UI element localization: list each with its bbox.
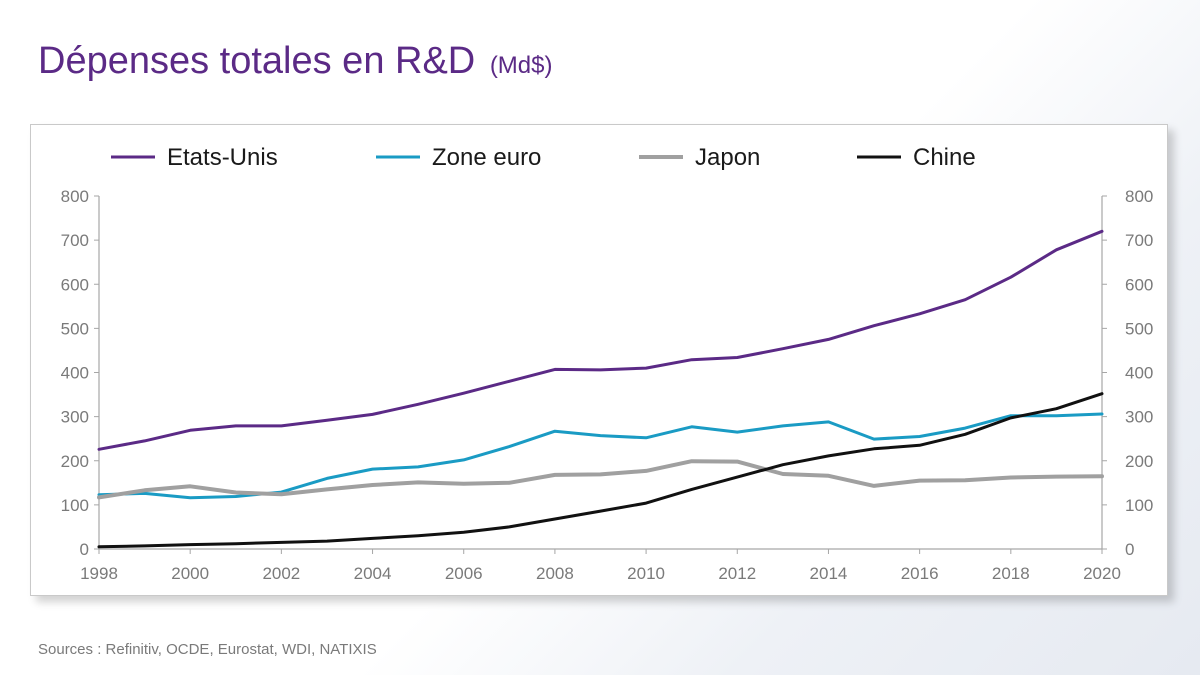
x-tick-label: 2000 <box>171 564 209 583</box>
x-tick-label: 2002 <box>262 564 300 583</box>
series-line-chine <box>97 392 1104 549</box>
legend-label-etats-unis: Etats-Unis <box>167 144 278 171</box>
y-tick-label-left: 0 <box>80 540 89 559</box>
x-tick-label: 1998 <box>80 564 118 583</box>
x-tick-label: 2008 <box>536 564 574 583</box>
title-unit: (Md$) <box>489 52 553 79</box>
y-tick-label-left: 500 <box>61 319 89 338</box>
y-tick-label-left: 800 <box>61 187 89 206</box>
y-tick-label-right: 700 <box>1125 231 1153 250</box>
y-tick-label-left: 200 <box>61 452 89 471</box>
x-tick-label: 2004 <box>354 564 392 583</box>
x-tick-label: 2016 <box>901 564 939 583</box>
x-tick-label: 2012 <box>718 564 756 583</box>
x-tick-label: 2018 <box>992 564 1030 583</box>
y-tick-label-right: 300 <box>1125 408 1153 427</box>
y-tick-label-right: 200 <box>1125 452 1153 471</box>
rd-spending-line-chart: 0 0 100 100 200 200 300 300 400 400 500 500 600 600 70… <box>61 144 1154 583</box>
x-tick-label: 2006 <box>445 564 483 583</box>
y-tick-label-left: 400 <box>61 364 89 383</box>
x-tick-label: 2010 <box>627 564 665 583</box>
y-tick-label-left: 600 <box>61 275 89 294</box>
slide-title: Dépenses totales en R&D (Md$) <box>38 40 552 83</box>
series-line-etats-unis <box>97 229 1104 451</box>
y-tick-label-left: 100 <box>61 496 89 515</box>
y-tick-label-right: 100 <box>1125 496 1153 515</box>
series-line-japon <box>97 459 1104 500</box>
legend-label-chine: Chine <box>913 144 976 171</box>
y-tick-label-right: 800 <box>1125 187 1153 206</box>
x-tick-label: 2020 <box>1083 564 1121 583</box>
chart-card: 0 0 100 100 200 200 300 300 400 400 500 500 600 600 70… <box>30 124 1168 596</box>
y-tick-label-right: 400 <box>1125 364 1153 383</box>
sources-note: Sources : Refinitiv, OCDE, Eurostat, WDI… <box>38 641 377 658</box>
title-text: Dépenses totales en R&D <box>38 40 476 82</box>
y-tick-label-left: 700 <box>61 231 89 250</box>
y-tick-label-right: 500 <box>1125 319 1153 338</box>
legend-label-japon: Japon <box>695 144 760 171</box>
x-tick-label: 2014 <box>810 564 848 583</box>
y-tick-label-right: 600 <box>1125 275 1153 294</box>
y-tick-label-left: 300 <box>61 408 89 427</box>
y-tick-label-right: 0 <box>1125 540 1134 559</box>
legend-label-zone-euro: Zone euro <box>432 144 541 171</box>
